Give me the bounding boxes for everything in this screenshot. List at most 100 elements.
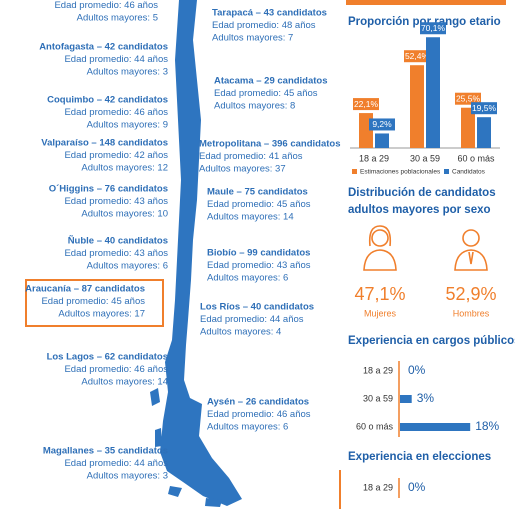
person-icon xyxy=(454,229,488,271)
region-seniors: Adultos mayores: 37 xyxy=(199,164,286,175)
chile-map xyxy=(160,0,242,506)
bar xyxy=(477,117,491,148)
region-age: Edad promedio: 46 años xyxy=(54,0,158,11)
region-seniors: Adultos mayores: 7 xyxy=(212,33,293,44)
icon-tie xyxy=(468,251,474,265)
region-age: Edad promedio: 48 años xyxy=(212,20,316,31)
value-label: 25,5% xyxy=(456,93,481,103)
region-seniors: Adultos mayores: 6 xyxy=(87,261,168,272)
region-name: Los Lagos – 62 candidatos xyxy=(47,352,168,363)
y-tick-label: 30 a 59 xyxy=(363,393,393,403)
region-name: Magallanes – 35 candidatos xyxy=(43,446,168,457)
value-label: 22,1% xyxy=(354,99,379,109)
x-tick-label: 60 o más xyxy=(457,153,495,163)
legend-swatch xyxy=(352,169,357,174)
bar xyxy=(375,133,389,148)
highlight-box xyxy=(25,279,164,327)
sex-percent: 52,9% xyxy=(445,284,496,304)
region-seniors: Adultos mayores: 9 xyxy=(87,120,168,131)
region-seniors: Adultos mayores: 14 xyxy=(81,377,168,388)
value-label: 0% xyxy=(408,363,426,377)
section-title: Experiencia en cargos públicos xyxy=(348,335,515,347)
y-tick-label: 18 a 29 xyxy=(363,365,393,375)
region-seniors: Adultos mayores: 14 xyxy=(207,212,294,223)
value-label: 9,2% xyxy=(372,119,392,129)
label-box xyxy=(404,50,430,63)
label-box xyxy=(369,118,395,131)
value-label: 52,4% xyxy=(405,51,430,61)
region-age: Edad promedio: 43 años xyxy=(64,248,168,259)
icon-hair xyxy=(368,225,392,247)
icon-head xyxy=(371,229,389,247)
section-title: Experiencia en elecciones xyxy=(348,451,491,463)
y-tick-label: 18 a 29 xyxy=(363,482,393,492)
value-label: 18% xyxy=(475,419,499,433)
chart-title: Proporción por rango etario xyxy=(348,16,501,28)
region-seniors: Adultos mayores: 12 xyxy=(81,163,168,174)
region-seniors: Adultos mayores: 5 xyxy=(77,13,158,24)
region-age: Edad promedio: 43 años xyxy=(64,196,168,207)
region-name: Araucanía – 87 candidatos xyxy=(25,284,145,295)
bar xyxy=(461,107,475,148)
region-seniors: Adultos mayores: 3 xyxy=(87,471,168,482)
legend-swatch xyxy=(444,169,449,174)
region-name: Metropolitana – 396 candidatos xyxy=(199,139,340,150)
region-age: Edad promedio: 45 años xyxy=(207,199,311,210)
section-title: adultos mayores por sexo xyxy=(348,204,491,216)
header-accent xyxy=(346,0,506,5)
bar xyxy=(400,423,471,431)
bar xyxy=(400,395,412,403)
sex-name: Hombres xyxy=(453,308,490,318)
bar xyxy=(410,65,424,148)
value-label: 0% xyxy=(408,480,426,494)
region-name: Biobío – 99 candidatos xyxy=(207,248,310,259)
region-name: Maule – 75 candidatos xyxy=(207,187,308,198)
bar xyxy=(426,37,440,148)
legend-label: Estimaciones poblacionales xyxy=(360,169,441,176)
chile-islands xyxy=(150,388,222,507)
region-name: Ñuble – 40 candidatos xyxy=(68,236,168,247)
region-name: Los Ríos – 40 candidatos xyxy=(200,302,314,313)
region-seniors: Adultos mayores: 4 xyxy=(200,327,281,338)
bar xyxy=(359,113,373,148)
region-seniors: Adultos mayores: 8 xyxy=(214,101,295,112)
section-title: Distribución de candidatos xyxy=(348,187,496,199)
region-name: Atacama – 29 candidatos xyxy=(214,76,328,87)
region-age: Edad promedio: 41 años xyxy=(199,151,303,162)
region-name: Antofagasta – 42 candidatos xyxy=(39,42,168,53)
region-age: Edad promedio: 43 años xyxy=(207,260,311,271)
region-age: Edad promedio: 46 años xyxy=(207,409,311,420)
person-icon xyxy=(363,225,397,271)
region-age: Edad promedio: 46 años xyxy=(64,364,168,375)
value-label: 3% xyxy=(417,391,435,405)
region-seniors: Adultos mayores: 6 xyxy=(207,422,288,433)
x-tick-label: 30 a 59 xyxy=(410,153,440,163)
region-name: Valparaíso – 148 candidatos xyxy=(41,138,168,149)
sex-percent: 47,1% xyxy=(354,284,405,304)
region-age: Edad promedio: 46 años xyxy=(64,107,168,118)
region-name: Coquimbo – 42 candidatos xyxy=(47,95,168,106)
value-label: 70,1% xyxy=(421,23,446,33)
label-box xyxy=(353,98,379,111)
region-age: Edad promedio: 44 años xyxy=(200,314,304,325)
region-age: Edad promedio: 44 años xyxy=(64,54,168,65)
region-age: Edad promedio: 45 años xyxy=(214,88,318,99)
region-seniors: Adultos mayores: 10 xyxy=(81,209,168,220)
icon-head xyxy=(462,229,480,247)
region-seniors: Adultos mayores: 17 xyxy=(58,309,145,320)
value-label: 19,5% xyxy=(472,103,497,113)
y-tick-label: 60 o más xyxy=(356,421,394,431)
icon-body xyxy=(454,249,488,271)
region-age: Edad promedio: 42 años xyxy=(64,150,168,161)
label-box xyxy=(471,102,497,115)
region-name: O´Higgins – 76 candidatos xyxy=(49,184,168,195)
region-age: Edad promedio: 44 años xyxy=(64,458,168,469)
region-age: Edad promedio: 45 años xyxy=(41,296,145,307)
x-tick-label: 18 a 29 xyxy=(359,153,389,163)
legend-label: Candidatos xyxy=(452,169,486,176)
icon-body xyxy=(363,249,397,271)
region-seniors: Adultos mayores: 6 xyxy=(207,273,288,284)
region-seniors: Adultos mayores: 3 xyxy=(87,67,168,78)
